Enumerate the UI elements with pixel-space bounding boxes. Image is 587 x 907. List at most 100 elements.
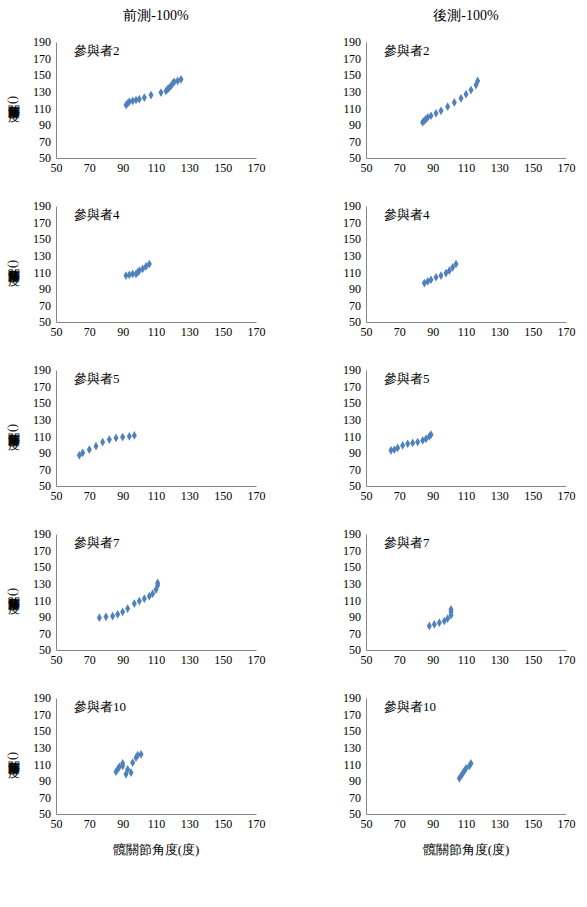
figure: 前測-100%後測-100%50709011013015017050709011…: [0, 0, 587, 907]
x-tick-label: 50: [51, 161, 63, 175]
x-axis: 507090110130150170: [51, 650, 266, 667]
y-tick-label: 70: [39, 627, 51, 641]
y-tick-label: 190: [343, 691, 361, 705]
y-tick: 110: [33, 266, 56, 280]
y-tick: 130: [33, 249, 56, 263]
y-tick-label: 130: [343, 85, 361, 99]
x-tick-label: 70: [394, 653, 406, 667]
y-tick: 110: [343, 266, 366, 280]
x-tick: 50: [51, 814, 63, 831]
y-tick-label: 110: [343, 430, 361, 444]
y-axis-title: 膝關節角度(度): [7, 96, 21, 123]
x-axis-line: [367, 486, 567, 487]
x-tick: 110: [148, 650, 166, 667]
y-axis: 507090110130150170190: [343, 691, 367, 821]
point: [428, 430, 433, 439]
y-axis-line: [366, 207, 367, 323]
y-tick-label: 110: [33, 758, 51, 772]
y-tick: 90: [39, 282, 56, 296]
y-tick-label: 170: [33, 216, 51, 230]
y-tick-label: 90: [39, 774, 51, 788]
x-axis-line: [57, 486, 257, 487]
panel-title: 參與者5: [384, 371, 430, 386]
point: [437, 618, 442, 627]
x-tick-label: 70: [84, 489, 96, 503]
y-axis: 507090110130150170190: [33, 363, 57, 493]
x-tick-label: 110: [148, 653, 166, 667]
y-tick-label: 90: [349, 610, 361, 624]
y-tick-label: 150: [343, 68, 361, 82]
x-tick: 170: [248, 322, 266, 339]
y-axis-line: [366, 535, 367, 651]
x-tick-label: 170: [248, 489, 266, 503]
x-tick-label: 170: [248, 653, 266, 667]
x-tick-label: 50: [361, 653, 373, 667]
x-tick: 150: [214, 486, 232, 503]
x-tick-label: 70: [84, 161, 96, 175]
point: [400, 441, 405, 450]
x-tick: 130: [181, 650, 199, 667]
y-tick: 50: [349, 315, 366, 329]
y-tick: 190: [343, 691, 366, 705]
y-tick: 190: [343, 35, 366, 49]
x-tick-label: 150: [214, 817, 232, 831]
x-axis-line: [57, 650, 257, 651]
x-tick: 110: [148, 486, 166, 503]
y-tick-label: 170: [343, 544, 361, 558]
x-tick-label: 90: [427, 817, 439, 831]
x-axis: 507090110130150170: [51, 322, 266, 339]
y-tick-label: 90: [349, 446, 361, 460]
point: [178, 75, 183, 84]
y-tick-label: 190: [33, 363, 51, 377]
point: [453, 260, 458, 269]
x-axis-title: 髖關節角度(度): [423, 842, 510, 857]
y-tick-label: 170: [343, 216, 361, 230]
panel-title: 參與者7: [384, 535, 430, 550]
x-tick-label: 70: [394, 325, 406, 339]
x-tick-label: 50: [51, 817, 63, 831]
y-tick: 110: [33, 102, 56, 116]
panel: 507090110130150170507090110130150170190參…: [7, 35, 266, 174]
y-tick: 170: [343, 52, 366, 66]
y-tick: 70: [39, 791, 56, 805]
column-title: 前測-100%: [123, 8, 189, 23]
x-tick: 70: [394, 158, 406, 175]
y-tick: 150: [343, 560, 366, 574]
y-tick: 70: [39, 135, 56, 149]
points: [123, 260, 151, 280]
y-axis-line: [366, 371, 367, 487]
x-tick-label: 130: [491, 817, 509, 831]
y-tick: 170: [343, 544, 366, 558]
point: [142, 93, 147, 102]
x-tick-label: 90: [427, 653, 439, 667]
points: [77, 431, 137, 460]
x-tick: 130: [491, 322, 509, 339]
y-tick-label: 150: [343, 232, 361, 246]
y-tick: 90: [39, 118, 56, 132]
point: [415, 438, 420, 447]
x-tick-label: 110: [458, 489, 476, 503]
points: [457, 759, 474, 783]
point: [452, 98, 457, 107]
x-tick: 130: [181, 322, 199, 339]
y-tick: 150: [343, 396, 366, 410]
y-tick-label: 110: [33, 430, 51, 444]
y-tick: 130: [343, 85, 366, 99]
point: [438, 271, 443, 280]
x-tick: 150: [214, 814, 232, 831]
x-axis: 507090110130150170: [51, 814, 266, 831]
point: [158, 88, 163, 97]
y-tick-label: 70: [349, 135, 361, 149]
y-tick-label: 170: [343, 52, 361, 66]
point: [107, 435, 112, 444]
x-tick: 130: [491, 158, 509, 175]
x-tick: 130: [491, 650, 509, 667]
y-tick: 150: [343, 232, 366, 246]
point: [395, 444, 400, 453]
column-title: 後測-100%: [433, 8, 499, 23]
y-tick: 50: [349, 151, 366, 165]
y-tick: 170: [33, 708, 56, 722]
y-axis: 507090110130150170190: [343, 363, 367, 493]
x-tick-label: 130: [491, 489, 509, 503]
y-tick: 130: [33, 741, 56, 755]
